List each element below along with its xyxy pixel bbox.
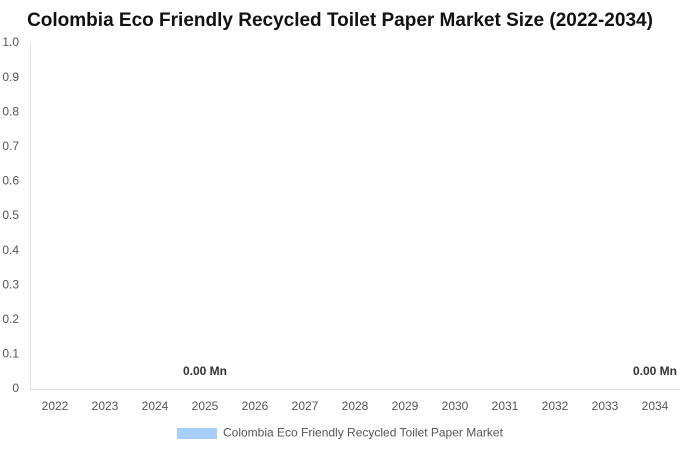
- y-tick-label: 0.2: [2, 312, 19, 326]
- y-tick-label: 0.5: [2, 208, 19, 222]
- x-tick-label: 2026: [242, 399, 269, 413]
- y-tick-label: 0: [12, 381, 19, 395]
- legend-label: Colombia Eco Friendly Recycled Toilet Pa…: [223, 426, 504, 440]
- x-tick-label: 2034: [642, 399, 669, 413]
- y-tick-label: 0.1: [2, 347, 19, 361]
- x-tick-label: 2033: [592, 399, 619, 413]
- legend-swatch: [177, 428, 217, 439]
- y-tick-label: 0.8: [2, 104, 19, 118]
- x-tick-label: 2032: [542, 399, 569, 413]
- y-tick-label: 0.6: [2, 174, 19, 188]
- x-tick-label: 2025: [192, 399, 219, 413]
- x-tick-label: 2031: [492, 399, 519, 413]
- chart-title: Colombia Eco Friendly Recycled Toilet Pa…: [27, 10, 653, 31]
- y-tick-label: 0.4: [2, 243, 19, 257]
- x-tick-label: 2022: [42, 399, 69, 413]
- y-tick-label: 0.3: [2, 277, 19, 291]
- x-tick-label: 2028: [342, 399, 369, 413]
- y-tick-label: 0.7: [2, 139, 19, 153]
- x-tick-label: 2029: [392, 399, 419, 413]
- value-label: 0.00 Mn: [183, 364, 227, 378]
- x-tick-label: 2030: [442, 399, 469, 413]
- x-tick-label: 2027: [292, 399, 319, 413]
- y-tick-label: 0.9: [2, 70, 19, 84]
- x-tick-label: 2023: [92, 399, 119, 413]
- value-label: 0.00 Mn: [633, 364, 677, 378]
- y-tick-label: 1.0: [2, 35, 19, 49]
- x-tick-label: 2024: [142, 399, 169, 413]
